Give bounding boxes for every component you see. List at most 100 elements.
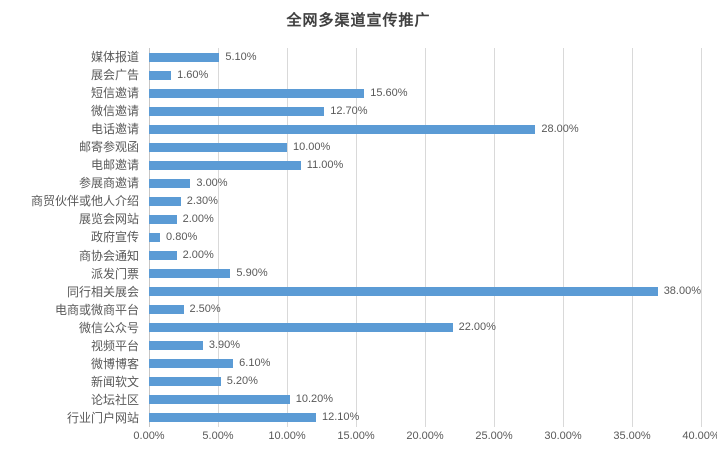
bar-value-label: 28.00% — [541, 122, 579, 135]
bar-value-label: 2.00% — [182, 212, 214, 225]
category-label: 新闻软文 — [90, 374, 139, 389]
gridline — [701, 48, 702, 427]
gridline — [425, 48, 426, 427]
bar-row: 22.00% — [149, 319, 701, 337]
bar — [149, 269, 231, 279]
bar-row: 10.20% — [149, 391, 701, 409]
bar-row: 5.20% — [149, 373, 701, 391]
bar-value-label: 2.50% — [189, 303, 221, 316]
bar — [149, 106, 325, 116]
bar-row: 38.00% — [149, 283, 701, 301]
bar — [149, 88, 365, 98]
bar — [149, 323, 453, 333]
gridline — [356, 48, 357, 427]
x-axis-tick-label: 35.00% — [613, 430, 651, 442]
bar-value-label: 15.60% — [370, 86, 408, 99]
bar-value-label: 5.90% — [236, 267, 268, 280]
category-label: 电邮邀请 — [90, 158, 139, 173]
bar-row: 11.00% — [149, 156, 701, 174]
category-label: 邮寄参观函 — [78, 140, 139, 155]
bar-row: 5.10% — [149, 48, 701, 66]
bar-row: 12.10% — [149, 409, 701, 427]
category-label: 派发门票 — [90, 266, 139, 281]
x-axis-tick-label: 40.00% — [682, 430, 717, 442]
bar-row: 12.70% — [149, 102, 701, 120]
category-label: 商协会通知 — [78, 248, 139, 263]
bar-value-label: 10.00% — [293, 140, 331, 153]
category-label: 行业门户网站 — [66, 410, 139, 425]
bar-value-label: 12.10% — [321, 411, 360, 424]
bar-value-label: 2.00% — [182, 249, 214, 262]
bar-row: 3.00% — [149, 174, 701, 192]
bar-value-label: 1.60% — [177, 68, 209, 81]
x-axis-tick-label: 15.00% — [337, 430, 375, 442]
category-label: 政府宣传 — [90, 230, 139, 245]
bar — [149, 52, 220, 62]
bar — [149, 160, 301, 170]
bar-row: 15.60% — [149, 84, 701, 102]
bar-row: 2.30% — [149, 192, 701, 210]
gridline — [494, 48, 495, 427]
bar — [149, 142, 287, 152]
gridline — [563, 48, 564, 427]
bar — [149, 341, 203, 351]
x-axis-tick-label: 30.00% — [544, 430, 582, 442]
category-label: 同行相关展会 — [66, 284, 139, 299]
category-label: 短信邀请 — [90, 86, 139, 101]
category-axis: 媒体报道 展会广告 短信邀请 微信邀请 电话邀请 邮寄参观函 电邮邀请 参展商邀请 商贸伙伴或他… — [0, 48, 144, 427]
bar — [149, 124, 536, 134]
bar-series: 5.10% 1.60% 15.60% 12.70% 28.00% 10.00% 11.00%… — [149, 48, 701, 427]
bar-value-label: 3.00% — [196, 176, 228, 189]
x-axis: 0.00% 5.00% 10.00% 15.00% 20.00% 25.00% 30.00%… — [133, 430, 717, 447]
category-label: 展会广告 — [90, 68, 139, 83]
bar-row: 6.10% — [149, 355, 701, 373]
bar — [149, 395, 290, 405]
bar — [149, 305, 184, 315]
category-label: 展览会网站 — [78, 212, 139, 227]
category-label: 视频平台 — [90, 338, 139, 353]
bar — [149, 196, 181, 206]
category-label: 微博博客 — [90, 356, 139, 371]
bar-value-label: 5.20% — [226, 375, 258, 388]
bar-row: 28.00% — [149, 120, 701, 138]
bar-value-label: 38.00% — [663, 285, 701, 298]
bar-value-label: 11.00% — [306, 158, 344, 171]
bar — [149, 377, 221, 387]
gridline — [218, 48, 219, 427]
chart-title: 全网多渠道宣传推广 — [286, 12, 431, 29]
bar-row: 10.00% — [149, 138, 701, 156]
x-axis-tick-label: 10.00% — [268, 430, 306, 442]
bar — [149, 232, 161, 242]
bar — [149, 214, 177, 224]
category-label: 参展商邀请 — [78, 176, 139, 191]
plot-area: 5.10% 1.60% 15.60% 12.70% 28.00% 10.00% 11.00%… — [149, 48, 702, 427]
gridline — [632, 48, 633, 427]
bar-row: 0.80% — [149, 228, 701, 246]
bar-value-label: 0.80% — [166, 230, 198, 243]
category-label: 商贸伙伴或他人介绍 — [30, 194, 139, 209]
category-label: 微信公众号 — [78, 320, 139, 335]
bar-value-label: 22.00% — [458, 321, 496, 334]
bar-value-label: 5.10% — [225, 50, 257, 63]
bar — [149, 70, 172, 80]
bar-row: 2.50% — [149, 301, 701, 319]
bar-row: 2.00% — [149, 247, 701, 265]
category-label: 电话邀请 — [90, 122, 139, 137]
bar — [149, 413, 316, 423]
bar-row: 1.60% — [149, 66, 701, 84]
bar-value-label: 3.90% — [208, 339, 241, 352]
bar-row: 2.00% — [149, 210, 701, 228]
bar-row: 3.90% — [149, 337, 701, 355]
bar-value-label: 2.30% — [186, 194, 218, 207]
category-label: 电商或微商平台 — [54, 302, 139, 317]
gridline — [287, 48, 288, 427]
bar — [149, 287, 658, 297]
x-axis-tick-label: 20.00% — [406, 430, 444, 442]
bar-value-label: 10.20% — [295, 393, 334, 406]
category-label: 论坛社区 — [90, 392, 139, 407]
x-axis-tick-label: 5.00% — [202, 430, 234, 442]
bar-value-label: 12.70% — [330, 104, 368, 117]
bar — [149, 251, 177, 261]
bar — [149, 359, 234, 369]
